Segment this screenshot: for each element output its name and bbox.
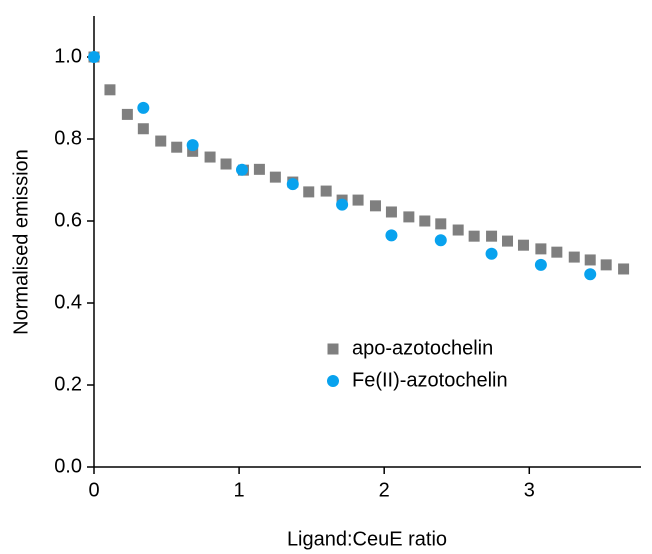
data-point (385, 206, 397, 218)
data-point (286, 178, 299, 191)
data-point (253, 163, 265, 175)
data-point (584, 254, 596, 266)
data-point (403, 211, 415, 223)
data-point (434, 234, 447, 247)
y-tick-label: 0.2 (54, 373, 82, 395)
data-point (419, 215, 431, 227)
data-point (104, 84, 116, 96)
data-point (88, 51, 100, 63)
data-point (220, 158, 232, 170)
data-point (568, 251, 580, 263)
data-point (303, 186, 315, 198)
legend-marker (327, 375, 339, 387)
data-point (121, 108, 133, 120)
data-point (502, 235, 514, 247)
x-axis-label: Ligand:CeuE ratio (287, 528, 447, 550)
data-point (534, 258, 547, 271)
data-point (204, 151, 216, 163)
data-point (618, 263, 630, 275)
data-point (435, 218, 447, 230)
y-tick-label: 0.0 (54, 455, 82, 477)
legend-label: apo-azotochelin (352, 337, 493, 359)
data-point (452, 224, 464, 236)
legend-label: Fe(II)-azotochelin (352, 369, 508, 391)
x-tick-label: 3 (524, 479, 535, 501)
legend-marker (327, 343, 339, 355)
data-point (486, 230, 498, 242)
data-point (352, 194, 364, 206)
data-point (336, 198, 349, 211)
data-point (235, 163, 248, 176)
data-point (551, 246, 563, 258)
data-point (155, 135, 167, 147)
y-tick-label: 0.4 (54, 291, 82, 313)
data-point (468, 230, 480, 242)
data-point (485, 247, 498, 260)
data-point (320, 185, 332, 197)
data-point (137, 123, 149, 135)
data-point (186, 139, 199, 152)
x-tick-label: 0 (88, 479, 99, 501)
data-point (600, 259, 612, 271)
data-point (517, 239, 529, 251)
x-tick-label: 1 (234, 479, 245, 501)
y-tick-label: 1.0 (54, 45, 82, 67)
y-tick-label: 0.8 (54, 127, 82, 149)
data-point (171, 141, 183, 153)
data-point (385, 229, 398, 242)
data-point (369, 200, 381, 212)
data-point (535, 243, 547, 255)
data-point (584, 268, 597, 281)
data-point (269, 171, 281, 183)
data-point (137, 101, 150, 114)
y-axis-label: Normalised emission (10, 149, 32, 335)
data-point (187, 145, 199, 157)
x-tick-label: 2 (379, 479, 390, 501)
y-tick-label: 0.6 (54, 209, 82, 231)
